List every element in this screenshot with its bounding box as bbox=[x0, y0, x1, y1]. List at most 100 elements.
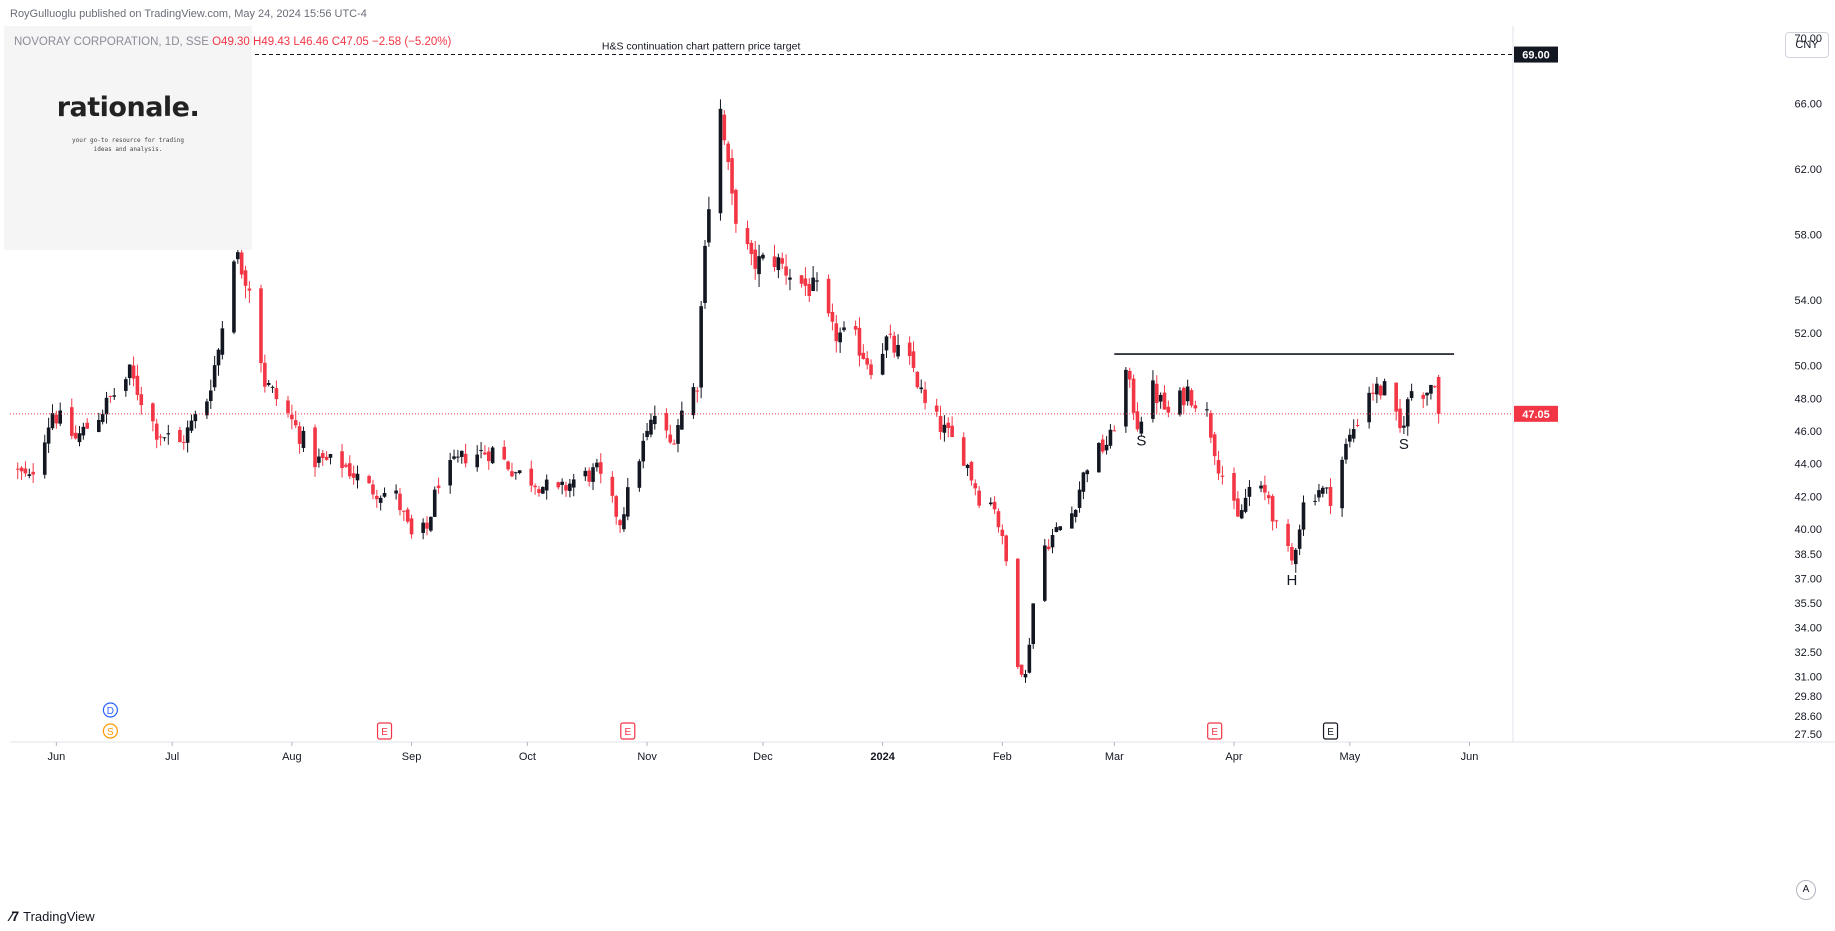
candle-body bbox=[1367, 392, 1371, 423]
candles bbox=[15, 99, 1441, 683]
candle-body bbox=[892, 335, 897, 353]
candle-body bbox=[880, 353, 885, 375]
candle-body bbox=[946, 422, 951, 429]
auto-scale-button[interactable]: A bbox=[1796, 880, 1816, 900]
candle-body bbox=[1073, 509, 1078, 517]
price-tick-label: 32.50 bbox=[1794, 647, 1822, 659]
candle-body bbox=[1375, 383, 1379, 395]
candle-body bbox=[699, 306, 703, 388]
candle-body bbox=[46, 427, 51, 444]
candle-body bbox=[1382, 381, 1387, 396]
candle-body bbox=[50, 413, 55, 429]
candle-body bbox=[1324, 487, 1329, 489]
candle-body bbox=[1394, 382, 1398, 412]
candle-body bbox=[266, 383, 271, 385]
candle-body bbox=[707, 209, 711, 243]
candle-body bbox=[672, 443, 676, 445]
candle-body bbox=[409, 518, 414, 535]
candle-body bbox=[479, 450, 483, 452]
change-value: −2.58 (−5.20%) bbox=[372, 36, 452, 48]
candle-body bbox=[653, 415, 657, 425]
candle-body bbox=[1355, 424, 1360, 426]
time-tick-label: Jun bbox=[47, 751, 65, 763]
candle-body bbox=[537, 489, 541, 494]
price-axis: 70.00 66.00 62.00 58.00 54.00 52.00 50.00 48.00… bbox=[1514, 33, 1822, 741]
candle-body bbox=[761, 254, 765, 259]
event-marker-label: E bbox=[1327, 727, 1334, 738]
candle-body bbox=[907, 342, 912, 356]
candle-body bbox=[1131, 378, 1136, 413]
candle-body bbox=[181, 441, 186, 443]
candle-body bbox=[730, 158, 734, 194]
candle-body bbox=[1097, 442, 1101, 473]
candle-body bbox=[317, 456, 321, 463]
candle-body bbox=[753, 249, 758, 269]
candle-body bbox=[1023, 673, 1028, 678]
candle-body bbox=[695, 390, 700, 392]
candle-body bbox=[15, 468, 20, 470]
earnings-icon bbox=[1207, 722, 1223, 740]
candle-body bbox=[506, 461, 510, 470]
candle-body bbox=[1193, 405, 1198, 409]
price-tick-label: 50.00 bbox=[1794, 361, 1822, 373]
candle-body bbox=[1154, 383, 1159, 403]
candle-body bbox=[193, 414, 198, 422]
candle-body bbox=[1004, 535, 1008, 562]
currency-button[interactable]: CNY bbox=[1785, 32, 1829, 58]
candle-body bbox=[158, 436, 163, 438]
candle-body bbox=[1209, 413, 1213, 438]
candle-body bbox=[857, 327, 862, 356]
candle-body bbox=[239, 252, 244, 275]
candle-body bbox=[1378, 385, 1383, 396]
candle-body bbox=[1425, 392, 1429, 396]
price-tick-label: 46.00 bbox=[1794, 426, 1822, 438]
candle-body bbox=[1421, 395, 1425, 399]
candle-body bbox=[232, 261, 236, 333]
symbol-name: NOVORAY CORPORATION, 1D, SSE bbox=[14, 36, 209, 48]
candle-body bbox=[745, 227, 750, 245]
candle-body bbox=[1189, 390, 1194, 406]
earnings-icon bbox=[376, 722, 393, 740]
candle-body bbox=[1429, 384, 1433, 394]
candle-body bbox=[807, 283, 812, 297]
candle-body bbox=[290, 414, 294, 420]
watermark-title: rationale. bbox=[56, 92, 200, 123]
price-tick-label: 35.50 bbox=[1794, 598, 1822, 610]
candle-body bbox=[31, 471, 35, 475]
candle-body bbox=[718, 108, 723, 214]
candle-body bbox=[456, 456, 460, 458]
candle-body bbox=[961, 437, 966, 466]
candle-body bbox=[726, 143, 730, 163]
candle-body bbox=[139, 394, 144, 406]
watermark-subtitle: your go-to resource for trading ideas an… bbox=[72, 137, 184, 153]
candle-body bbox=[583, 470, 588, 477]
candle-body bbox=[1077, 489, 1082, 508]
price-tick-label: 70.00 bbox=[1794, 33, 1822, 45]
candle-body bbox=[1371, 392, 1375, 394]
candle-body bbox=[355, 473, 360, 481]
candle-body bbox=[1216, 460, 1221, 474]
candle-body bbox=[448, 460, 452, 486]
candle-body bbox=[27, 474, 32, 476]
candle-body bbox=[166, 433, 171, 435]
price-tick-label: 48.00 bbox=[1794, 393, 1822, 405]
candle-body bbox=[1409, 391, 1414, 398]
candle-body bbox=[367, 476, 371, 484]
tradingview-footer[interactable]: ⁄7 TradingView bbox=[10, 908, 95, 924]
candle-body bbox=[220, 328, 225, 355]
high-value: H49.43 bbox=[253, 36, 291, 48]
candle-body bbox=[1398, 408, 1402, 429]
candle-body bbox=[649, 419, 653, 435]
candle-body bbox=[1348, 434, 1352, 442]
candle-body bbox=[1085, 470, 1090, 475]
price-tick-label: 42.00 bbox=[1794, 491, 1822, 503]
candle-body bbox=[1220, 475, 1225, 477]
price-tick-label: 40.00 bbox=[1794, 524, 1822, 536]
candle-body bbox=[301, 430, 306, 449]
candle-body bbox=[992, 501, 997, 510]
candle-body bbox=[1432, 386, 1437, 388]
pattern-label-s: S bbox=[1399, 436, 1409, 453]
event-marker-label: E bbox=[381, 727, 388, 738]
candle-body bbox=[1212, 434, 1217, 457]
